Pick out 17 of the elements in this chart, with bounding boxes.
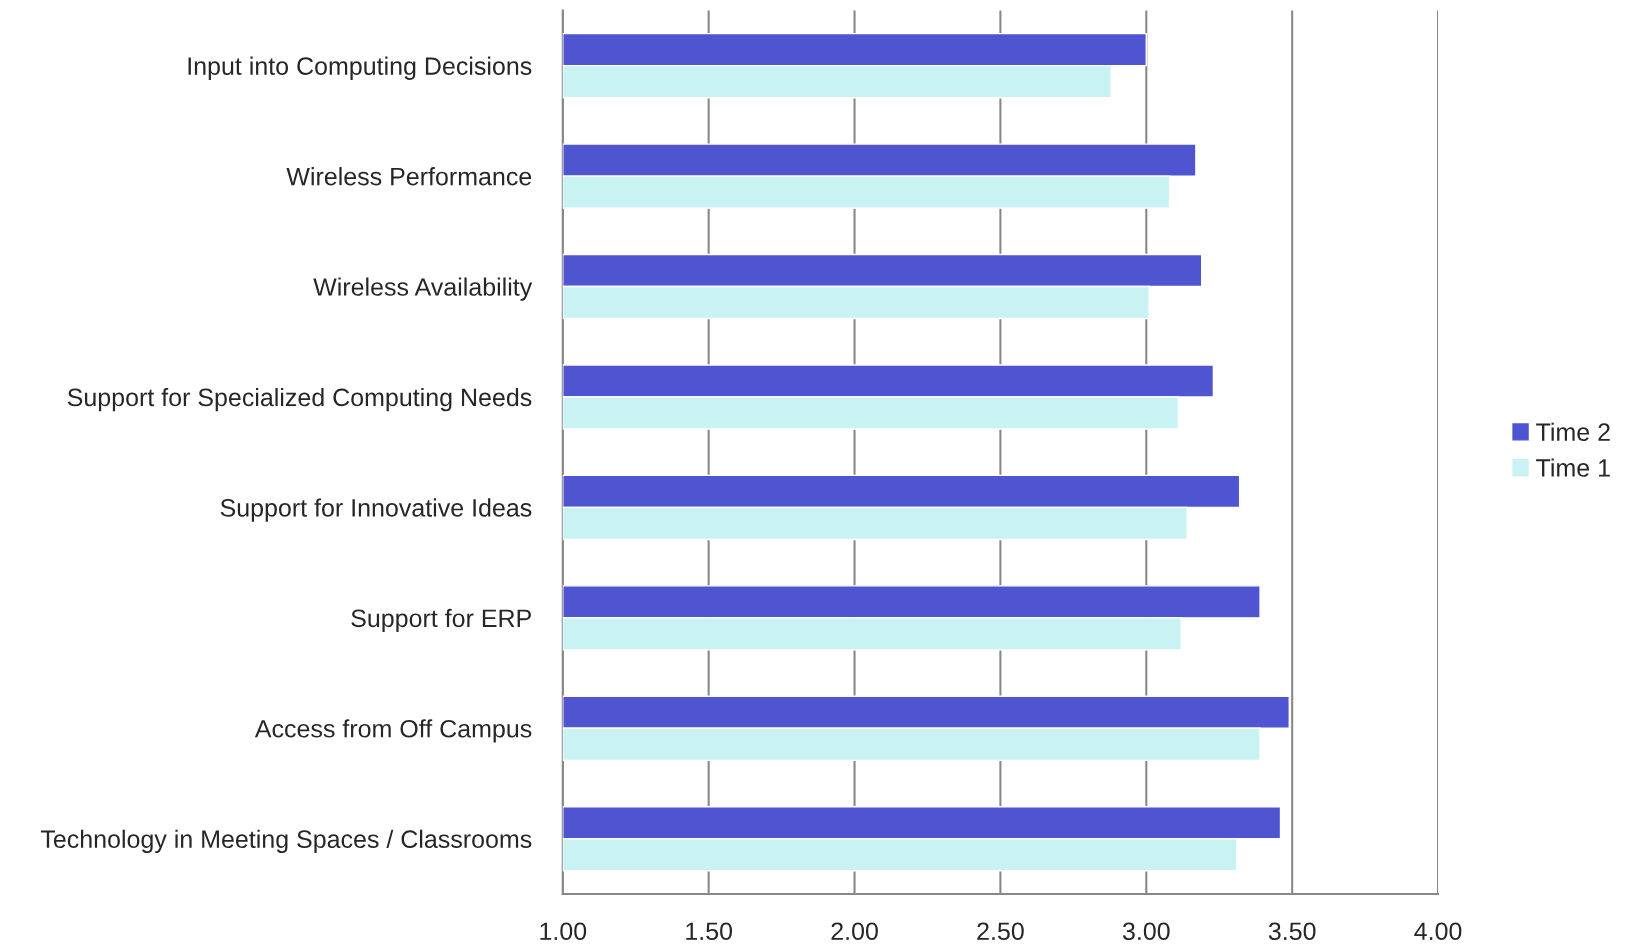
- y-tick-label: Support for Specialized Computing Needs: [67, 387, 532, 412]
- x-tick-label: 2.00: [831, 922, 878, 941]
- x-tick-label: 4.00: [1414, 922, 1462, 941]
- y-tick-label: Support for ERP: [351, 608, 531, 633]
- x-tick-label: 1.50: [686, 922, 733, 941]
- y-tick-label: Technology in Meeting Spaces / Classrooms: [40, 829, 532, 853]
- x-tick-label: 3.50: [1268, 922, 1316, 941]
- y-tick-label: Support for Innovative Ideas: [220, 498, 532, 522]
- legend-label: Time 1: [1536, 458, 1610, 477]
- y-tick-label: Wireless Performance: [286, 167, 532, 186]
- legend-label: Time 2: [1536, 422, 1610, 442]
- x-tick-label: 2.50: [977, 922, 1024, 941]
- y-tick-label: Access from Off Campus: [254, 719, 532, 743]
- y-tick-label: Input into Computing Decisions: [188, 56, 532, 80]
- x-tick-label: 3.00: [1122, 922, 1170, 941]
- x-tick-label: 1.00: [540, 922, 587, 941]
- y-tick-label: Wireless Availability: [313, 277, 533, 301]
